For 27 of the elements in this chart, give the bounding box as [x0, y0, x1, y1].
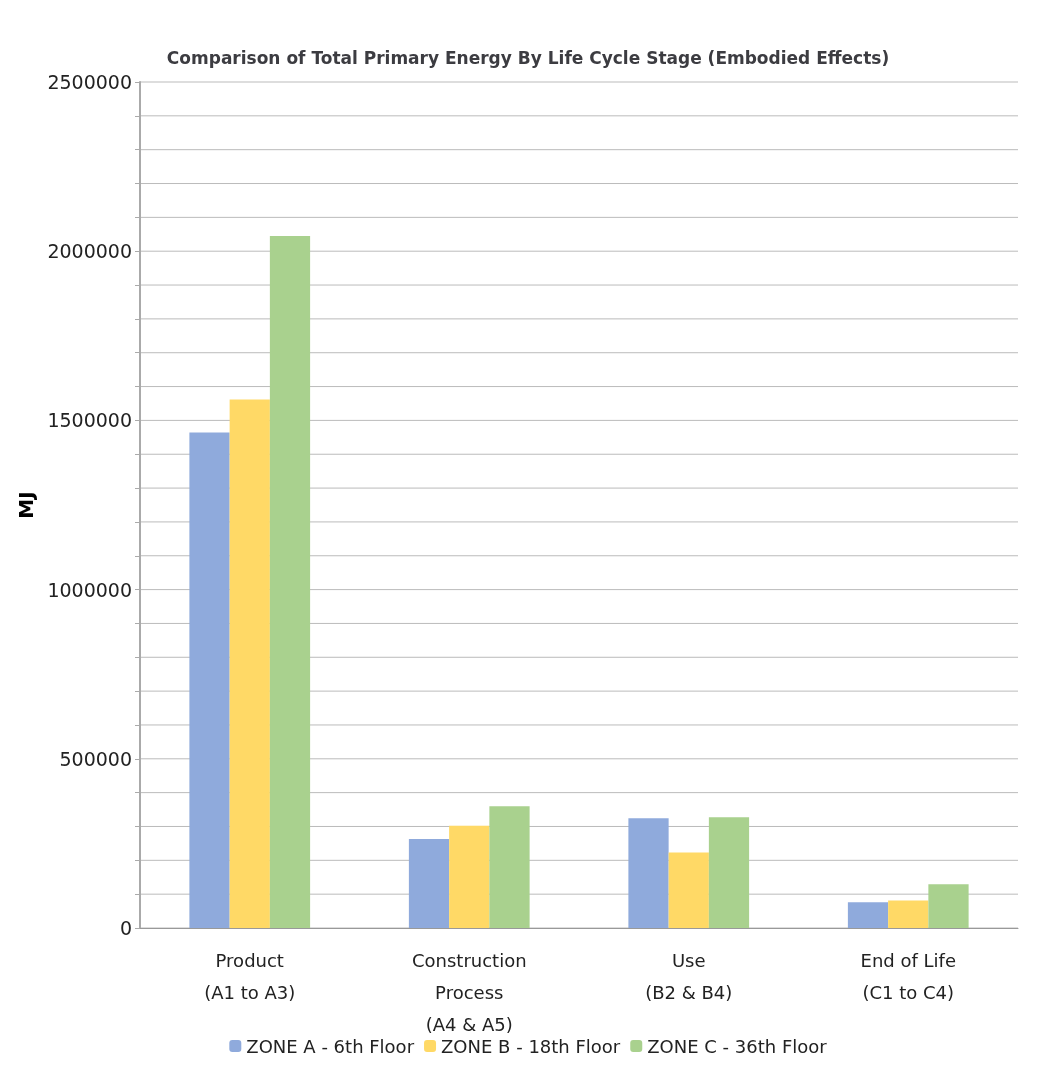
- y-tick-label: 1500000: [47, 409, 132, 432]
- y-tick-label: 2500000: [47, 71, 132, 93]
- legend-label: ZONE B - 18th Floor: [441, 1035, 621, 1057]
- bar: [668, 852, 709, 928]
- bar: [269, 235, 311, 928]
- bar: [847, 902, 889, 928]
- legend-label: ZONE C - 36th Floor: [647, 1035, 828, 1057]
- y-axis-title: MJ: [14, 491, 39, 519]
- x-tick-label: End of Life (C1 to C4): [860, 949, 956, 1003]
- bar: [489, 806, 530, 928]
- chart-title: Comparison of Total Primary Energy By Life Cycle Stage (Embodied Effects): [166, 47, 890, 68]
- y-tick-label: 2000000: [47, 240, 132, 263]
- bar: [888, 900, 929, 928]
- y-tick-label: 0: [119, 917, 132, 939]
- bar: [928, 884, 969, 928]
- bar: [628, 818, 669, 928]
- bar: [449, 825, 490, 928]
- bar: [229, 399, 270, 928]
- bar: [408, 839, 450, 928]
- y-tick-label: 1000000: [47, 578, 132, 601]
- y-tick-label: 500000: [59, 747, 132, 770]
- legend-label: ZONE A - 6th Floor: [246, 1035, 415, 1057]
- x-tick-label: Construction Process (A4 & A5): [411, 949, 527, 1035]
- bar: [708, 817, 750, 928]
- bar: [189, 432, 230, 928]
- x-tick-label: Product (A1 to A3): [204, 949, 296, 1003]
- x-tick-label: Use (B2 & B4): [645, 949, 733, 1003]
